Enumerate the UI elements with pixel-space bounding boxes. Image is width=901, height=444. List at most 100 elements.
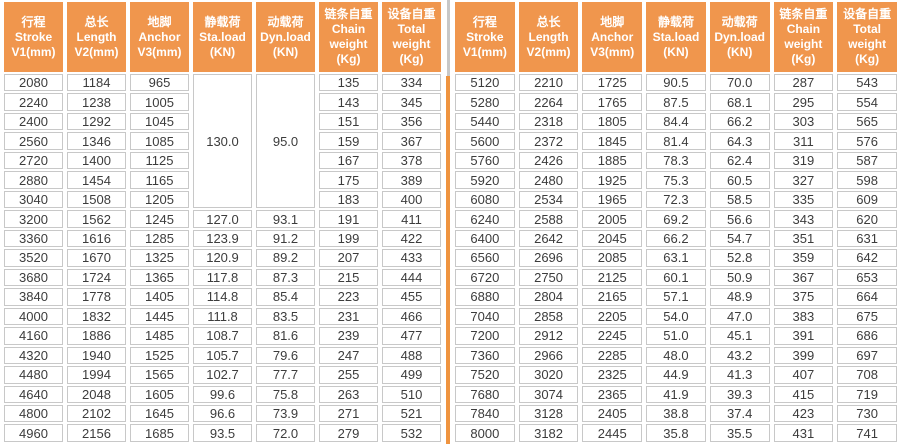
table-cell: 123.9 xyxy=(193,229,252,248)
column-header: 总长 Length V2(mm) xyxy=(518,2,579,72)
table-cell: 7040 xyxy=(455,307,515,326)
table-cell: 215 xyxy=(319,268,378,287)
table-cell: 642 xyxy=(837,249,897,267)
table-cell: 2365 xyxy=(582,385,643,403)
table-cell: 1045 xyxy=(130,112,189,131)
table-cell: 2534 xyxy=(518,190,579,209)
table-cell: 400 xyxy=(382,190,441,209)
table-cell: 5920 xyxy=(455,171,515,189)
table-cell: 127.0 xyxy=(193,210,252,228)
table-cell: 52.8 xyxy=(709,249,770,267)
table-row: 2400 1292 1045 151 356 xyxy=(4,112,441,131)
column-header: 设备自重 Total weight (Kg) xyxy=(382,2,441,72)
table-cell: 3128 xyxy=(518,404,579,423)
table-cell: 1238 xyxy=(67,93,126,111)
table-cell: 56.6 xyxy=(709,210,770,228)
table-cell: 3020 xyxy=(518,366,579,384)
table-cell: 75.3 xyxy=(646,171,706,189)
table-row: 3360 1616 1285 123.9 91.2 199 422 xyxy=(4,229,441,248)
table-cell: 543 xyxy=(837,74,897,92)
table-row: 2720 1400 1125 167 378 xyxy=(4,151,441,170)
table-cell: 345 xyxy=(382,93,441,111)
table-row: 5600 2372 1845 81.4 64.3 311 576 xyxy=(455,132,897,150)
table-cell: 1508 xyxy=(67,190,126,209)
table-cell: 87.5 xyxy=(646,93,706,111)
column-header: 静载荷 Sta.load (KN) xyxy=(193,2,252,72)
table-cell: 335 xyxy=(773,190,834,209)
table-cell: 411 xyxy=(382,210,441,228)
table-cell: 2045 xyxy=(582,229,643,248)
table-cell: 102.7 xyxy=(193,366,252,384)
table-cell: 93.5 xyxy=(193,424,252,442)
table-cell: 2240 xyxy=(4,93,63,111)
table-cell: 609 xyxy=(837,190,897,209)
table-cell: 2480 xyxy=(518,171,579,189)
table-cell: 367 xyxy=(382,132,441,150)
table-cell: 399 xyxy=(773,346,834,365)
table-cell: 81.4 xyxy=(646,132,706,150)
table-cell: 3074 xyxy=(518,385,579,403)
table-cell: 8000 xyxy=(455,424,515,442)
table-cell: 565 xyxy=(837,112,897,131)
table-cell: 1485 xyxy=(130,327,189,345)
table-cell: 1925 xyxy=(582,171,643,189)
table-cell: 73.9 xyxy=(256,404,315,423)
table-cell: 1940 xyxy=(67,346,126,365)
table-cell: 2696 xyxy=(518,249,579,267)
table-cell: 1292 xyxy=(67,112,126,131)
table-cell: 2720 xyxy=(4,151,63,170)
table-cell: 2318 xyxy=(518,112,579,131)
table-cell: 35.5 xyxy=(709,424,770,442)
table-cell: 50.9 xyxy=(709,268,770,287)
table-cell: 35.8 xyxy=(646,424,706,442)
table-cell: 2400 xyxy=(4,112,63,131)
table-cell: 407 xyxy=(773,366,834,384)
table-cell: 105.7 xyxy=(193,346,252,365)
table-cell: 719 xyxy=(837,385,897,403)
table-row: 4000 1832 1445 111.8 83.5 231 466 xyxy=(4,307,441,326)
merged-load-cell: 130.0 xyxy=(193,74,252,209)
table-cell: 1125 xyxy=(130,151,189,170)
table-cell: 1525 xyxy=(130,346,189,365)
table-cell: 2405 xyxy=(582,404,643,423)
table-cell: 2750 xyxy=(518,268,579,287)
table-cell: 375 xyxy=(773,288,834,306)
table-cell: 383 xyxy=(773,307,834,326)
column-header: 行程 Stroke V1(mm) xyxy=(4,2,63,72)
table-cell: 117.8 xyxy=(193,268,252,287)
table-row: 6560 2696 2085 63.1 52.8 359 642 xyxy=(455,249,897,267)
table-row: 4960 2156 1685 93.5 72.0 279 532 xyxy=(4,424,441,442)
table-row: 3680 1724 1365 117.8 87.3 215 444 xyxy=(4,268,441,287)
table-cell: 4000 xyxy=(4,307,63,326)
table-cell: 455 xyxy=(382,288,441,306)
table-cell: 1805 xyxy=(582,112,643,131)
spec-table-left: 行程 Stroke V1(mm) 总长 Length V2(mm) 地脚 Ancho… xyxy=(0,0,445,444)
column-header: 静载荷 Sta.load (KN) xyxy=(646,2,706,72)
table-cell: 279 xyxy=(319,424,378,442)
table-cell: 1778 xyxy=(67,288,126,306)
table-cell: 120.9 xyxy=(193,249,252,267)
table-cell: 54.0 xyxy=(646,307,706,326)
table-cell: 58.5 xyxy=(709,190,770,209)
header-row: 行程 Stroke V1(mm) 总长 Length V2(mm) 地脚 Ancho… xyxy=(4,2,441,72)
table-cell: 287 xyxy=(773,74,834,92)
table-cell: 2125 xyxy=(582,268,643,287)
table-cell: 151 xyxy=(319,112,378,131)
table-cell: 675 xyxy=(837,307,897,326)
table-cell: 41.9 xyxy=(646,385,706,403)
table-cell: 2912 xyxy=(518,327,579,345)
table-cell: 1400 xyxy=(67,151,126,170)
table-cell: 77.7 xyxy=(256,366,315,384)
table-cell: 263 xyxy=(319,385,378,403)
table-cell: 697 xyxy=(837,346,897,365)
table-cell: 2102 xyxy=(67,404,126,423)
table-row: 3520 1670 1325 120.9 89.2 207 433 xyxy=(4,249,441,267)
table-cell: 1885 xyxy=(582,151,643,170)
table-cell: 90.5 xyxy=(646,74,706,92)
table-cell: 334 xyxy=(382,74,441,92)
table-cell: 51.0 xyxy=(646,327,706,345)
table-row: 2240 1238 1005 143 345 xyxy=(4,93,441,111)
table-cell: 37.4 xyxy=(709,404,770,423)
table-cell: 3840 xyxy=(4,288,63,306)
